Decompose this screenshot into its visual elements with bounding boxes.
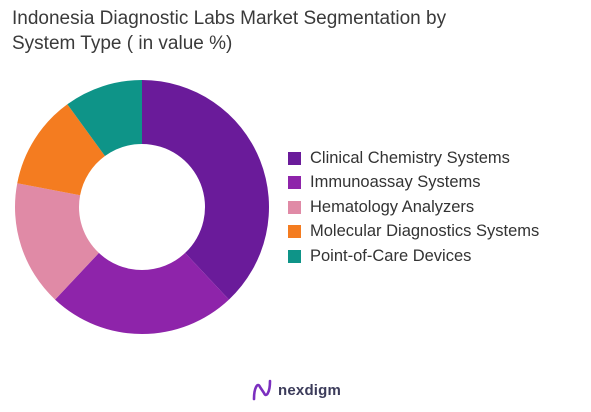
nexdigm-logo-icon [252, 379, 272, 401]
legend-label: Molecular Diagnostics Systems [310, 222, 540, 241]
legend-swatch [288, 225, 301, 239]
legend-swatch [288, 249, 301, 263]
slice-point-of-care-devices [67, 80, 142, 157]
slice-clinical-chemistry-systems [142, 80, 269, 300]
legend-label: Point-of-Care Devices [310, 246, 472, 265]
legend-swatch [288, 176, 301, 190]
slice-hematology-analyzers [15, 183, 99, 300]
chart-title: Indonesia Diagnostic Labs Market Segment… [12, 8, 447, 54]
legend-item: Immunoassay Systems [288, 171, 539, 196]
legend-item: Molecular Diagnostics Systems [288, 220, 539, 245]
legend-item: Point-of-Care Devices [288, 244, 539, 269]
slice-molecular-diagnostics-systems [17, 104, 105, 196]
brand-footer: nexdigm [252, 379, 341, 401]
brand-name: nexdigm [278, 381, 342, 399]
legend-label: Hematology Analyzers [310, 197, 475, 216]
donut-slices [15, 80, 269, 334]
chart-legend: Clinical Chemistry Systems Immunoassay Sy… [288, 146, 539, 269]
legend-swatch [288, 151, 301, 165]
slice-immunoassay-systems [55, 252, 229, 334]
legend-label: Clinical Chemistry Systems [310, 148, 510, 167]
legend-item: Hematology Analyzers [288, 195, 539, 220]
legend-label: Immunoassay Systems [310, 173, 481, 192]
legend-item: Clinical Chemistry Systems [288, 146, 539, 171]
legend-swatch [288, 200, 301, 214]
